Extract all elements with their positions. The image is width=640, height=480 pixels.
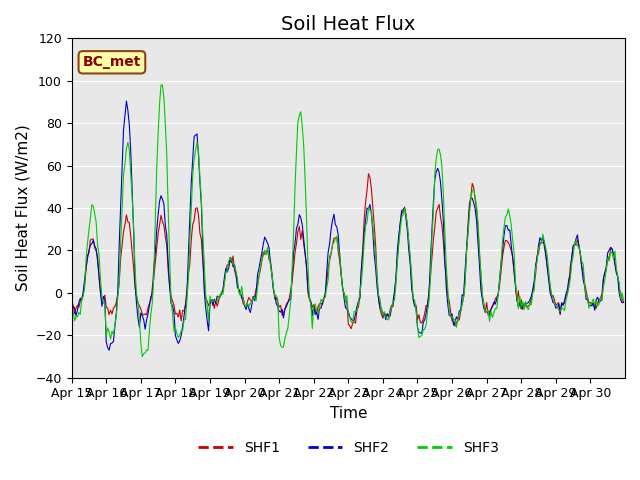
SHF1 [546, 282, 554, 288]
SHF3 [464, 232, 472, 238]
Legend: SHF1, SHF2, SHF3: SHF1, SHF2, SHF3 [193, 435, 504, 460]
SHF1 [618, 297, 626, 303]
SHF1 [104, 305, 111, 311]
SHF2 [464, 228, 472, 234]
Line: SHF3: SHF3 [72, 85, 623, 357]
SHF3 [138, 354, 146, 360]
SHF1 [365, 171, 372, 177]
Y-axis label: Soil Heat Flux (W/m2): Soil Heat Flux (W/m2) [15, 124, 30, 291]
Text: BC_met: BC_met [83, 55, 141, 69]
Title: Soil Heat Flux: Soil Heat Flux [281, 15, 415, 34]
SHF1 [464, 222, 472, 228]
SHF3 [618, 290, 626, 296]
SHF1 [620, 299, 627, 305]
SHF1 [353, 307, 361, 312]
SHF2 [104, 345, 111, 350]
SHF3 [546, 282, 554, 288]
Line: SHF1: SHF1 [72, 174, 623, 329]
SHF3 [104, 325, 111, 331]
SHF2 [620, 300, 627, 305]
SHF3 [68, 313, 76, 319]
SHF1 [86, 237, 94, 243]
SHF2 [123, 98, 131, 104]
SHF2 [355, 298, 362, 304]
SHF2 [68, 300, 76, 306]
SHF2 [105, 348, 113, 353]
SHF3 [157, 82, 165, 88]
SHF1 [348, 326, 355, 332]
Line: SHF2: SHF2 [72, 101, 623, 350]
X-axis label: Time: Time [330, 406, 367, 421]
SHF3 [86, 215, 94, 221]
SHF3 [620, 297, 627, 303]
SHF2 [86, 242, 94, 248]
SHF2 [618, 300, 626, 306]
SHF3 [355, 299, 362, 305]
SHF2 [546, 290, 554, 296]
SHF1 [68, 299, 76, 304]
